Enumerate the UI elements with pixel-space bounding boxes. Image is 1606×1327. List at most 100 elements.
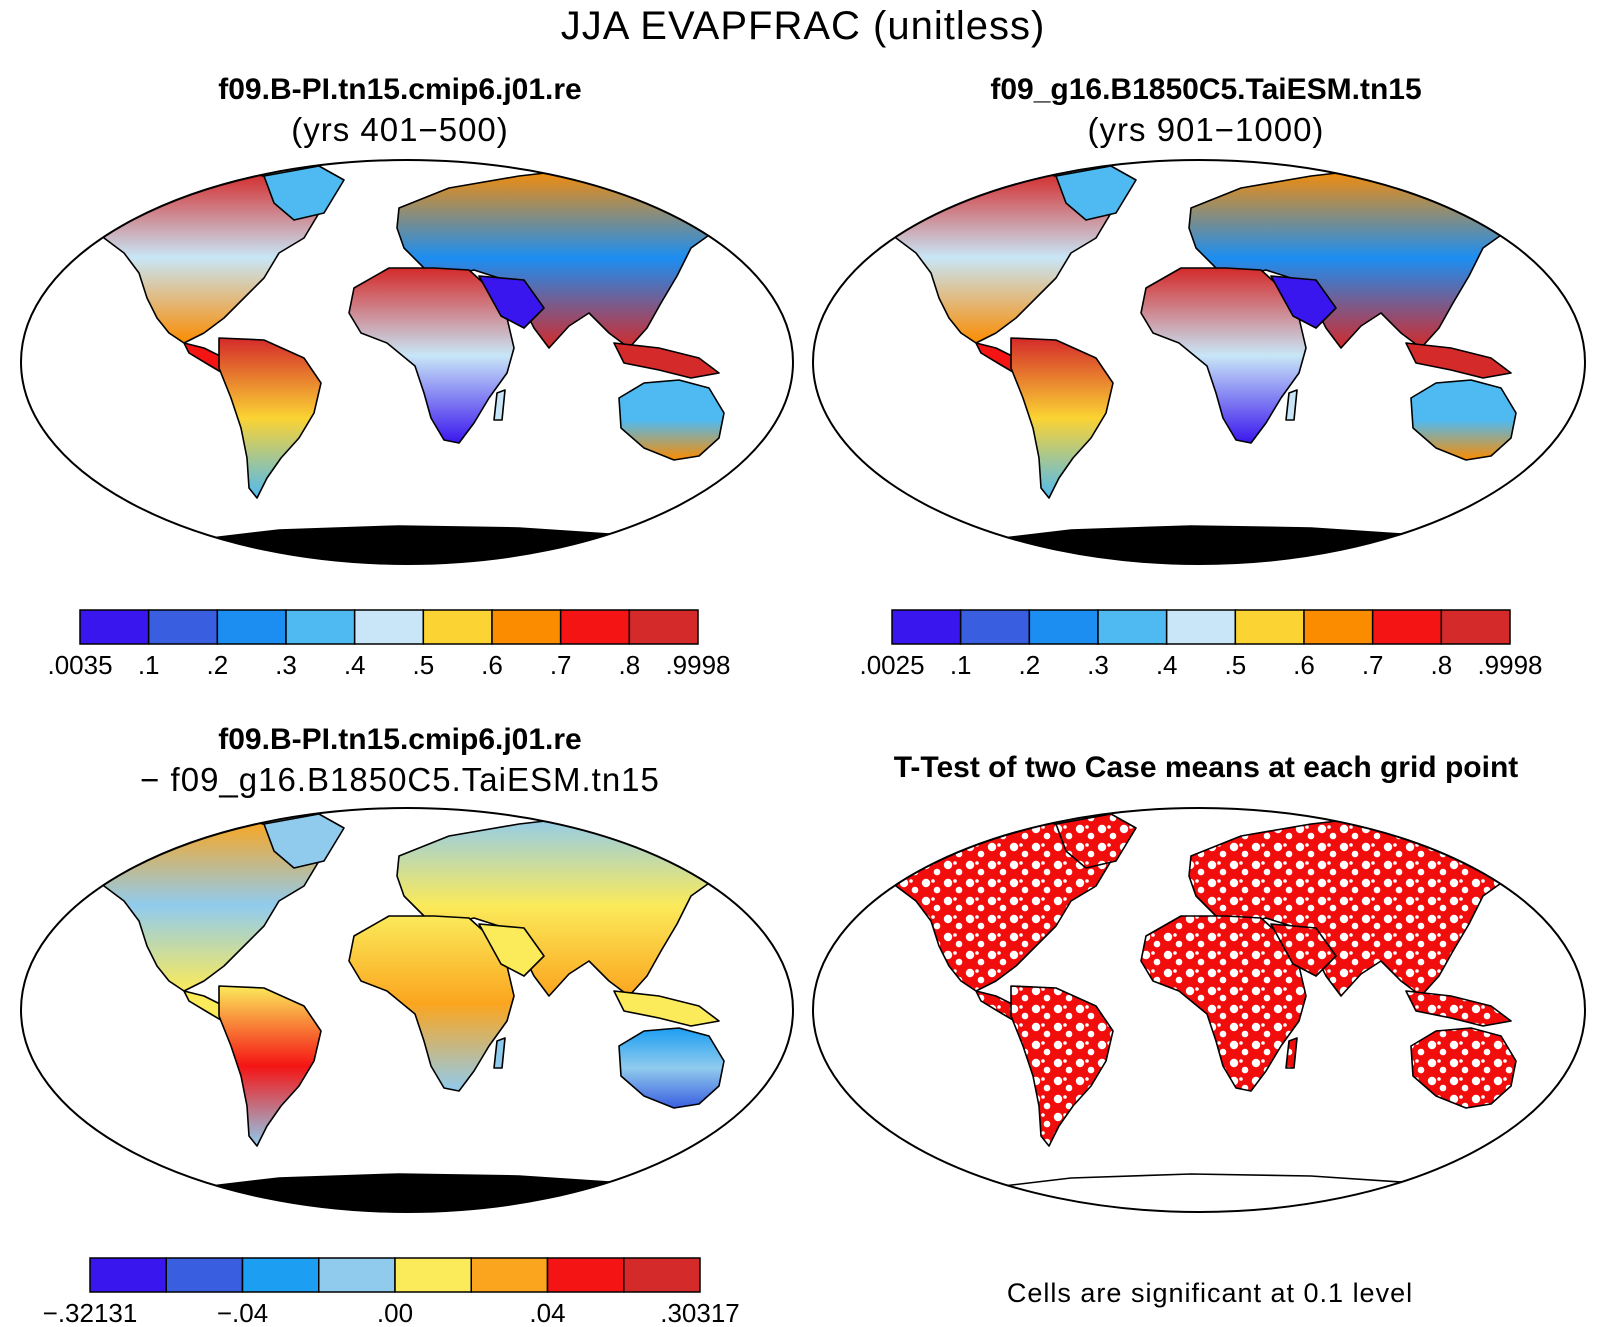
colorbar-swatch: [559, 609, 631, 645]
land-africa: [348, 267, 515, 444]
land-africa: [1140, 915, 1307, 1092]
colorbar-diff: −.32131 −.04 .00 .04 .30317: [43, 1257, 740, 1327]
colorbar-swatch: [216, 609, 287, 645]
map-frame: [20, 807, 794, 1213]
colorbar-tick-label: .9998: [1477, 650, 1542, 680]
land-madagascar: [1285, 389, 1298, 421]
colorbar-swatch: [628, 609, 699, 645]
colorbar-tick-label: .5: [412, 650, 434, 680]
colorbar-swatch: [1371, 609, 1443, 645]
colorbar-tick-label: .8: [1430, 650, 1452, 680]
colorbar-tick-label: −.32131: [43, 1298, 138, 1327]
land-arabia: [478, 923, 545, 977]
figure-title: JJA EVAPFRAC (unitless): [560, 4, 1046, 48]
map-frame: [812, 159, 1586, 565]
land-australia: [618, 379, 725, 461]
colorbar-case1: .0035 .1 .2 .3 .4 .5 .6 .7 .8 .9998: [47, 609, 731, 680]
colorbar-swatch: [1165, 609, 1237, 645]
significance-note: Cells are significant at 0.1 level: [1006, 1278, 1414, 1308]
colorbar-swatch: [1303, 609, 1374, 645]
land-australia: [1410, 379, 1517, 461]
land-australia: [1410, 1027, 1517, 1109]
land-southAmerica: [218, 337, 322, 499]
colorbar-tick-label: .0025: [859, 650, 924, 680]
colorbar-tick-label: .3: [1087, 650, 1109, 680]
colorbar-tick-label: .9998: [665, 650, 730, 680]
colorbar-swatch: [318, 1257, 396, 1293]
land-southAmerica: [1010, 337, 1114, 499]
colorbar-swatch: [285, 609, 356, 645]
land-indonesia: [613, 990, 720, 1027]
panel-title-case2: f09_g16.B1850C5.TaiESM.tn15 (yrs 901−100…: [806, 70, 1606, 150]
colorbar-swatch: [1440, 609, 1511, 645]
colorbar-swatch: [1234, 609, 1305, 645]
colorbar-swatch: [546, 1257, 625, 1293]
map-frame: [812, 807, 1586, 1213]
land-madagascar: [1285, 1037, 1298, 1069]
land-southAmerica: [1010, 985, 1114, 1147]
panel-title-line1: f09_g16.B1850C5.TaiESM.tn15: [990, 73, 1422, 106]
land-madagascar: [493, 389, 506, 421]
land-indonesia: [1405, 990, 1512, 1027]
map-diff: [20, 807, 794, 1213]
colorbar-tick-label: .6: [481, 650, 503, 680]
colorbar-swatch: [89, 1257, 167, 1293]
map-frame: [20, 159, 794, 565]
land-australia: [618, 1027, 725, 1109]
colorbar-tick-label: .1: [138, 650, 160, 680]
land-southAmerica: [218, 985, 322, 1147]
land-arabia: [1270, 275, 1337, 329]
colorbar-tick-label: .7: [1362, 650, 1384, 680]
colorbar-tick-label: .30317: [660, 1298, 740, 1327]
colorbar-swatch: [147, 609, 219, 645]
land-madagascar: [493, 1037, 506, 1069]
colorbar-swatch: [959, 609, 1031, 645]
panel-title-line1: T-Test of two Case means at each grid po…: [893, 751, 1519, 784]
colorbar-tick-label: .7: [550, 650, 572, 680]
colorbar-tick-label: .0035: [47, 650, 112, 680]
colorbar-tick-label: .5: [1224, 650, 1246, 680]
panel-title-line1: f09.B-PI.tn15.cmip6.j01.re: [218, 723, 582, 756]
colorbar-swatch: [491, 609, 562, 645]
map-ttest: [812, 807, 1586, 1213]
map-case2: [812, 159, 1586, 565]
land-arabia: [478, 275, 545, 329]
panel-title-ttest: T-Test of two Case means at each grid po…: [806, 748, 1606, 788]
colorbar-swatch: [165, 1257, 244, 1293]
colorbar-tick-label: .8: [618, 650, 640, 680]
panel-title-line1: f09.B-PI.tn15.cmip6.j01.re: [218, 73, 582, 106]
colorbar-tick-label: .4: [1156, 650, 1178, 680]
land-indonesia: [613, 342, 720, 379]
panel-title-case1: f09.B-PI.tn15.cmip6.j01.re (yrs 401−500): [0, 70, 800, 150]
land-africa: [1140, 267, 1307, 444]
colorbar-tick-label: .00: [377, 1298, 413, 1327]
colorbar-case2: .0025 .1 .2 .3 .4 .5 .6 .7 .8 .9998: [859, 609, 1543, 680]
land-arabia: [1270, 923, 1337, 977]
colorbar-swatch: [891, 609, 962, 645]
colorbar-tick-label: .2: [206, 650, 228, 680]
colorbar-swatch: [394, 1257, 472, 1293]
panel-title-line2: (yrs 901−1000): [1087, 111, 1325, 148]
colorbar-tick-label: −.04: [217, 1298, 268, 1327]
colorbar-tick-label: .1: [950, 650, 972, 680]
colorbar-tick-label: .2: [1018, 650, 1040, 680]
colorbar-swatch: [1097, 609, 1168, 645]
colorbar-swatch: [1028, 609, 1099, 645]
colorbar-tick-label: .6: [1293, 650, 1315, 680]
land-indonesia: [1405, 342, 1512, 379]
panel-title-line2: (yrs 401−500): [291, 111, 509, 148]
colorbar-swatch: [422, 609, 493, 645]
colorbar-tick-label: .3: [275, 650, 297, 680]
colorbar-tick-label: .4: [344, 650, 366, 680]
land-africa: [348, 915, 515, 1092]
colorbar-swatch: [623, 1257, 701, 1293]
colorbar-swatch: [79, 609, 150, 645]
panel-title-line2: − f09_g16.B1850C5.TaiESM.tn15: [140, 761, 660, 798]
land-greenland: [1055, 813, 1137, 869]
panel-title-diff: f09.B-PI.tn15.cmip6.j01.re − f09_g16.B18…: [0, 720, 800, 800]
colorbar-swatch: [353, 609, 425, 645]
colorbar-swatch: [470, 1257, 549, 1293]
map-case1: [20, 159, 794, 565]
colorbar-tick-label: .04: [529, 1298, 565, 1327]
colorbar-swatch: [241, 1257, 320, 1293]
